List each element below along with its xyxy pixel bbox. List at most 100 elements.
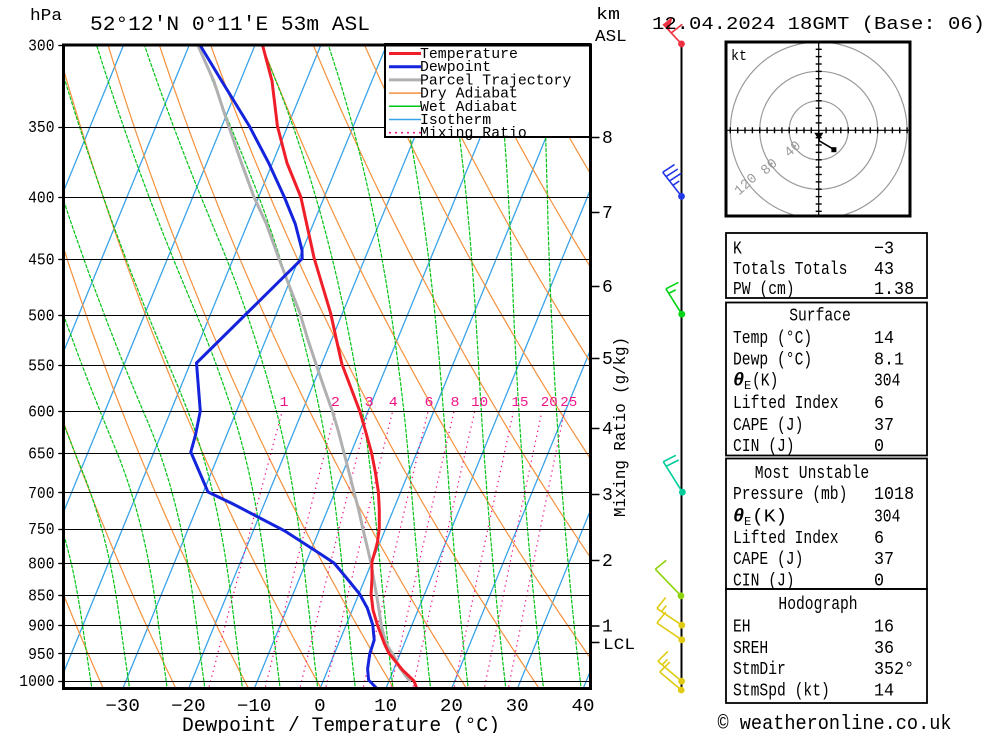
svg-text:300: 300 bbox=[28, 37, 54, 56]
svg-text:400: 400 bbox=[28, 189, 54, 208]
svg-text:CIN (J): CIN (J) bbox=[733, 570, 795, 591]
svg-text:0: 0 bbox=[874, 436, 884, 457]
svg-text:SREH: SREH bbox=[733, 638, 768, 659]
svg-text:450: 450 bbox=[28, 251, 54, 270]
svg-text:1018: 1018 bbox=[874, 484, 914, 505]
svg-text:40: 40 bbox=[572, 697, 595, 717]
svg-text:kt: kt bbox=[731, 48, 747, 65]
svg-text:Hodograph: Hodograph bbox=[778, 594, 857, 615]
svg-text:K: K bbox=[733, 239, 743, 260]
svg-text:Surface: Surface bbox=[789, 306, 851, 327]
svg-text:θ: θ bbox=[733, 371, 744, 392]
svg-text:36: 36 bbox=[874, 638, 894, 659]
svg-text:E: E bbox=[744, 515, 751, 529]
svg-text:1: 1 bbox=[602, 618, 613, 638]
svg-text:© weatheronline.co.uk: © weatheronline.co.uk bbox=[718, 713, 952, 733]
svg-text:θ: θ bbox=[733, 507, 744, 528]
svg-text:15: 15 bbox=[512, 395, 529, 411]
svg-text:CAPE (J): CAPE (J) bbox=[733, 549, 803, 570]
svg-text:350: 350 bbox=[28, 118, 54, 137]
svg-text:4: 4 bbox=[602, 420, 613, 440]
svg-text:950: 950 bbox=[28, 645, 54, 664]
svg-text:Dewp (°C): Dewp (°C) bbox=[733, 350, 812, 371]
svg-text:Mixing Ratio (g/kg): Mixing Ratio (g/kg) bbox=[612, 337, 631, 517]
svg-text:550: 550 bbox=[28, 357, 54, 376]
svg-text:Wet Adiabat: Wet Adiabat bbox=[420, 99, 518, 116]
svg-text:Mixing Ratio: Mixing Ratio bbox=[420, 125, 527, 142]
svg-text:900: 900 bbox=[28, 616, 54, 635]
svg-text:750: 750 bbox=[28, 520, 54, 539]
svg-text:6: 6 bbox=[602, 278, 613, 298]
svg-text:5: 5 bbox=[602, 350, 613, 370]
svg-text:8: 8 bbox=[451, 395, 460, 411]
svg-text:10: 10 bbox=[471, 395, 488, 411]
svg-text:LCL: LCL bbox=[603, 636, 635, 654]
svg-text:20: 20 bbox=[541, 395, 558, 411]
svg-text:Pressure (mb): Pressure (mb) bbox=[733, 484, 847, 505]
svg-text:8: 8 bbox=[602, 129, 613, 149]
svg-text:2: 2 bbox=[602, 552, 613, 572]
svg-text:600: 600 bbox=[28, 403, 54, 422]
svg-text:3: 3 bbox=[602, 486, 613, 506]
svg-text:6: 6 bbox=[425, 395, 434, 411]
svg-text:16: 16 bbox=[874, 617, 894, 638]
svg-text:6: 6 bbox=[874, 393, 884, 414]
svg-text:4: 4 bbox=[389, 395, 398, 411]
svg-text:Temperature: Temperature bbox=[420, 46, 518, 63]
svg-text:Dewpoint / Temperature (°C): Dewpoint / Temperature (°C) bbox=[182, 715, 500, 733]
svg-text:PW (cm): PW (cm) bbox=[733, 279, 795, 300]
svg-text:700: 700 bbox=[28, 484, 54, 503]
svg-text:14: 14 bbox=[874, 328, 894, 349]
svg-text:StmSpd (kt): StmSpd (kt) bbox=[733, 680, 830, 701]
svg-text:800: 800 bbox=[28, 554, 54, 573]
svg-text:Temp (°C): Temp (°C) bbox=[733, 328, 812, 349]
svg-text:E: E bbox=[744, 379, 751, 393]
svg-text:−10: −10 bbox=[237, 697, 272, 717]
svg-text:0: 0 bbox=[314, 697, 326, 717]
svg-text:10: 10 bbox=[374, 697, 397, 717]
svg-text:CIN (J): CIN (J) bbox=[733, 436, 795, 457]
svg-text:ASL: ASL bbox=[595, 28, 627, 47]
svg-text:−3: −3 bbox=[874, 239, 894, 260]
svg-text:37: 37 bbox=[874, 415, 894, 436]
svg-text:km: km bbox=[596, 6, 620, 25]
svg-text:Lifted Index: Lifted Index bbox=[733, 528, 839, 549]
svg-text:304: 304 bbox=[874, 507, 900, 528]
svg-text:Dry Adiabat: Dry Adiabat bbox=[420, 86, 518, 103]
svg-text:Most Unstable: Most Unstable bbox=[755, 463, 869, 484]
svg-text:Isotherm: Isotherm bbox=[420, 112, 491, 129]
svg-text:7: 7 bbox=[602, 204, 613, 224]
svg-text:12.04.2024 18GMT (Base: 06): 12.04.2024 18GMT (Base: 06) bbox=[652, 14, 985, 35]
svg-text:(K): (K) bbox=[752, 371, 778, 392]
svg-text:Lifted Index: Lifted Index bbox=[733, 393, 839, 414]
svg-text:25: 25 bbox=[560, 395, 577, 411]
svg-text:304: 304 bbox=[874, 371, 900, 392]
svg-text:Parcel Trajectory: Parcel Trajectory bbox=[420, 72, 571, 89]
svg-text:(K): (K) bbox=[752, 507, 787, 528]
svg-text:14: 14 bbox=[874, 680, 894, 701]
svg-text:Dewpoint: Dewpoint bbox=[420, 59, 491, 76]
svg-text:1.38: 1.38 bbox=[874, 279, 914, 300]
svg-text:30: 30 bbox=[506, 697, 529, 717]
svg-text:EH: EH bbox=[733, 617, 751, 638]
svg-text:2: 2 bbox=[331, 395, 340, 411]
svg-text:352°: 352° bbox=[874, 659, 914, 680]
svg-text:37: 37 bbox=[874, 549, 894, 570]
svg-text:hPa: hPa bbox=[30, 7, 62, 26]
svg-text:43: 43 bbox=[874, 259, 894, 280]
svg-text:1: 1 bbox=[280, 395, 289, 411]
svg-text:StmDir: StmDir bbox=[733, 659, 786, 680]
svg-text:3: 3 bbox=[365, 395, 374, 411]
svg-text:8.1: 8.1 bbox=[874, 350, 904, 371]
svg-text:0: 0 bbox=[874, 570, 884, 591]
svg-text:1000: 1000 bbox=[19, 672, 54, 691]
svg-text:6: 6 bbox=[874, 528, 884, 549]
svg-text:650: 650 bbox=[28, 445, 54, 464]
svg-text:20: 20 bbox=[440, 697, 463, 717]
svg-text:Totals Totals: Totals Totals bbox=[733, 259, 847, 280]
svg-text:850: 850 bbox=[28, 586, 54, 605]
svg-text:500: 500 bbox=[28, 306, 54, 325]
svg-text:CAPE (J): CAPE (J) bbox=[733, 415, 803, 436]
svg-text:−30: −30 bbox=[105, 697, 140, 717]
svg-text:52°12'N 0°11'E 53m ASL: 52°12'N 0°11'E 53m ASL bbox=[90, 14, 370, 37]
